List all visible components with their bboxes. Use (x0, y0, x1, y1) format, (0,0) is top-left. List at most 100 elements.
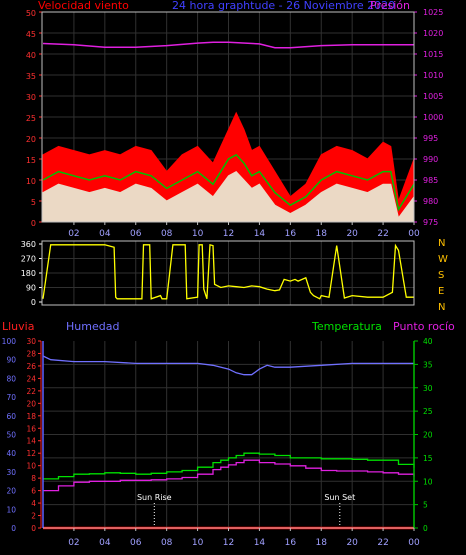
direction-y-tick-label: 180 (21, 269, 36, 278)
wind-x-tick-label: 06 (130, 229, 142, 239)
wind-pressure-panel: Velocidad viento 24 hora graphtude - 26 … (26, 0, 444, 239)
pressure-title: Presión (370, 0, 410, 12)
humidity-y-tick-label: 0 (11, 524, 16, 533)
wind-y-tick-label: 30 (26, 93, 36, 102)
direction-y-tick-label: 360 (21, 240, 36, 249)
wind-y-tick-label: 10 (26, 177, 36, 186)
direction-grid (43, 241, 415, 305)
wind-x-tick-label: 20 (346, 229, 358, 239)
wind-speed-title: Velocidad viento (38, 0, 129, 12)
direction-series (42, 243, 414, 300)
temp-x-tick-label: 00 (408, 538, 420, 548)
temp-humidity-panel: Lluvia Humedad Temperatura Punto rocío 0… (2, 320, 455, 548)
temp-x-tick-label: 06 (130, 538, 142, 548)
rain-title: Lluvia (2, 320, 34, 333)
pressure-line (42, 41, 414, 49)
wind-x-tick-label: 18 (316, 229, 328, 239)
rain-y-tick-label: 16 (26, 424, 36, 433)
wind-y-tick-label: 20 (26, 135, 36, 144)
rain-y-tick-label: 20 (26, 399, 36, 408)
wind-y-tick-label: 15 (26, 156, 36, 165)
rain-y-tick-label: 24 (26, 374, 36, 383)
rain-y-tick-label: 28 (26, 349, 36, 358)
humidity-y-tick-label: 30 (6, 468, 16, 477)
compass-label: S (438, 270, 444, 281)
rain-y-tick-label: 4 (31, 499, 36, 508)
temp-x-tick-label: 14 (254, 538, 266, 548)
temperature-y-tick-label: 25 (423, 407, 433, 416)
pressure-y-axis: 975 980 985 990 995 1000 1005 1010 1015 1020 1025 (414, 8, 443, 227)
pressure-y-tick-label: 1020 (423, 29, 443, 38)
temp-x-tick-label: 10 (192, 538, 204, 548)
wind-x-tick-label: 16 (285, 229, 297, 239)
temp-x-tick-label: 02 (68, 538, 79, 548)
wind-x-tick-label: 04 (99, 229, 111, 239)
wind-x-tick-label: 02 (68, 229, 79, 239)
wind-y-axis: 0 5 10 15 20 25 30 35 40 45 50 (26, 9, 42, 228)
pressure-y-tick-label: 990 (423, 155, 438, 164)
pressure-y-tick-label: 1025 (423, 8, 443, 17)
dewpoint-title: Punto rocío (393, 320, 455, 333)
wind-y-tick-label: 5 (31, 198, 36, 207)
humidity-y-tick-label: 80 (6, 374, 16, 383)
humidity-y-tick-label: 20 (6, 487, 16, 496)
sunrise-label: Sun Rise (137, 493, 172, 502)
dewpoint-line (43, 459, 415, 492)
direction-y-tick-label: 270 (21, 255, 36, 264)
temp-x-tick-label: 18 (316, 538, 328, 548)
rain-y-tick-label: 10 (26, 462, 36, 471)
temperature-y-tick-label: 5 (423, 501, 428, 510)
rain-y-tick-label: 22 (26, 387, 36, 396)
chart-title: 24 hora graphtude - 26 Noviembre 2020 (172, 0, 395, 12)
temp-x-tick-label: 22 (377, 538, 388, 548)
wind-x-tick-label: 00 (408, 229, 420, 239)
rain-y-tick-label: 18 (26, 412, 36, 421)
temp-x-tick-label: 08 (161, 538, 173, 548)
rain-y-tick-label: 30 (26, 337, 36, 346)
humidity-y-tick-label: 10 (6, 505, 16, 514)
pressure-y-tick-label: 980 (423, 197, 438, 206)
wind-speed-area (42, 170, 415, 223)
temperature-y-tick-label: 30 (423, 384, 433, 393)
temperature-y-tick-label: 0 (423, 524, 428, 533)
wind-x-tick-label: 22 (377, 229, 388, 239)
humidity-y-tick-label: 90 (6, 356, 16, 365)
humidity-y-tick-label: 50 (6, 431, 16, 440)
temp-x-tick-label: 04 (99, 538, 111, 548)
sunset-label: Sun Set (324, 493, 355, 502)
temperature-y-axis: 0 5 10 15 20 25 30 35 40 (414, 337, 433, 533)
temp-x-axis: 02 04 06 08 10 12 14 16 18 20 22 00 (68, 528, 420, 548)
pressure-y-tick-label: 1010 (423, 71, 443, 80)
rain-y-tick-label: 14 (26, 437, 36, 446)
direction-y-tick-label: 0 (31, 298, 36, 307)
wind-series (42, 41, 415, 223)
pressure-y-tick-label: 995 (423, 134, 438, 143)
temperature-y-tick-label: 15 (423, 454, 433, 463)
pressure-y-tick-label: 1005 (423, 92, 443, 101)
compass-label: N (438, 302, 445, 313)
compass-label: E (438, 286, 444, 297)
compass-label: W (438, 254, 448, 265)
rain-y-tick-label: 6 (31, 487, 36, 496)
wind-x-axis: 02 04 06 08 10 12 14 16 18 20 22 00 (68, 222, 420, 239)
pressure-y-tick-label: 975 (423, 218, 438, 227)
direction-plot-frame (41, 240, 415, 306)
humidity-y-tick-label: 40 (6, 449, 16, 458)
wind-y-tick-label: 0 (31, 219, 36, 228)
compass-label: N (438, 238, 445, 249)
wind-y-tick-label: 45 (26, 30, 36, 39)
temperature-y-tick-label: 20 (423, 431, 433, 440)
rain-y-tick-label: 2 (31, 512, 36, 521)
wind-average-line (42, 153, 415, 212)
pressure-y-tick-label: 1000 (423, 113, 443, 122)
rain-y-tick-label: 8 (31, 474, 36, 483)
wind-y-tick-label: 50 (26, 9, 36, 18)
direction-y-tick-label: 90 (26, 284, 36, 293)
wind-x-tick-label: 14 (254, 229, 266, 239)
wind-y-tick-label: 35 (26, 72, 36, 81)
pressure-y-tick-label: 1015 (423, 50, 443, 59)
wind-x-tick-label: 10 (192, 229, 204, 239)
